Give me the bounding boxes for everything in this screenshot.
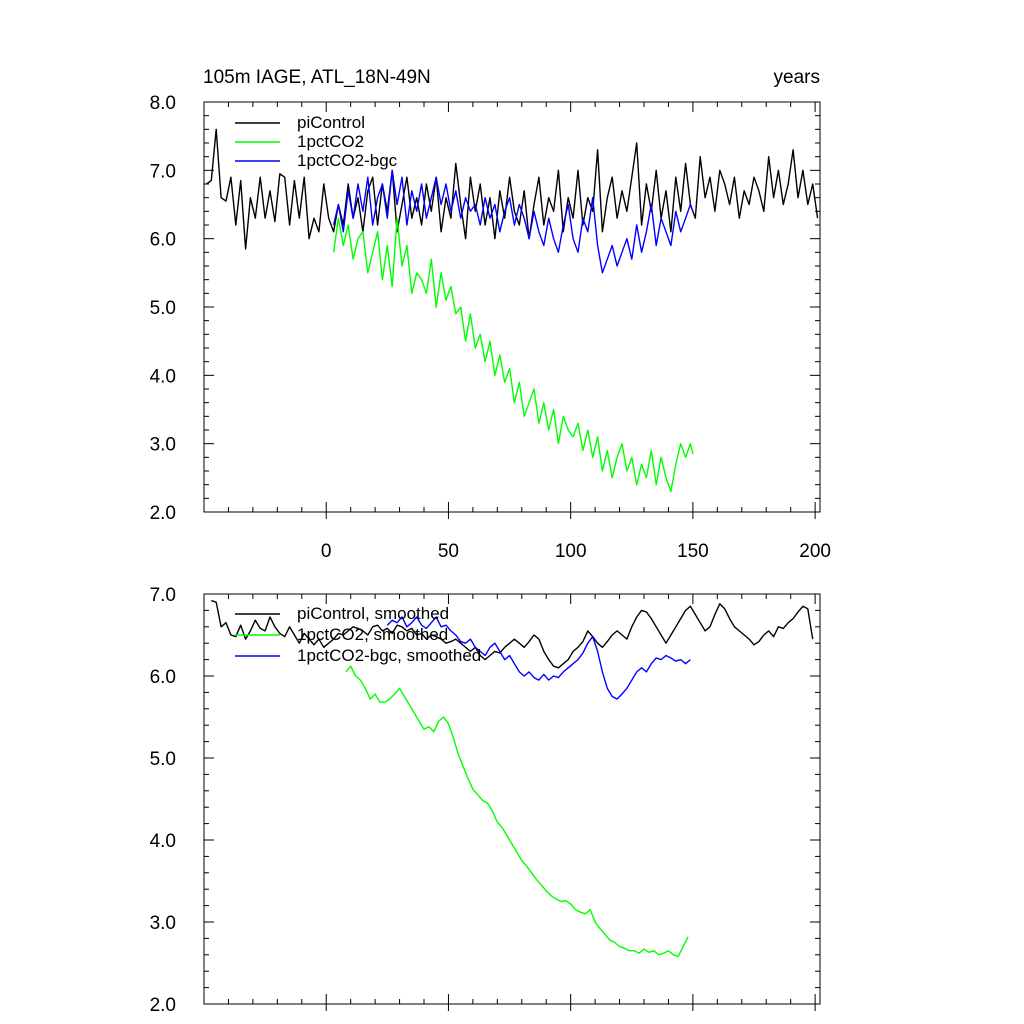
series-line-1pctco2-smoothed bbox=[345, 665, 689, 958]
bottom-legend: piControl, smoothed 1pctCO2, smoothed 1pct… bbox=[235, 604, 481, 665]
series-line-picontrol-smoothed bbox=[211, 599, 814, 669]
legend-label-1pctco2-bgc-smoothed: 1pctCO2-bgc, smoothed bbox=[297, 646, 481, 665]
top-chart-units-label: years bbox=[774, 67, 820, 88]
y-tick-label-7: 7.0 bbox=[150, 585, 176, 606]
legend-label-picontrol: piControl bbox=[297, 113, 365, 132]
legend-label-picontrol-smoothed: piControl, smoothed bbox=[297, 604, 449, 623]
y-tick-label-5: 5.0 bbox=[150, 749, 176, 770]
legend-label-1pctco2-smoothed: 1pctCO2, smoothed bbox=[297, 625, 448, 644]
bottom-chart: 2.0 3.0 4.0 5.0 6.0 7.0 piControl, smoothed 1p… bbox=[150, 585, 821, 1016]
y-tick-label-5: 5.0 bbox=[150, 298, 176, 319]
y-tick-label-2: 2.0 bbox=[150, 995, 176, 1016]
top-series-lines bbox=[206, 128, 819, 493]
series-line-1pctco2-bgc-smoothed bbox=[386, 616, 691, 700]
x-tick-label-50: 50 bbox=[438, 541, 459, 562]
top-chart-title: 105m IAGE, ATL_18N-49N bbox=[203, 67, 431, 88]
y-tick-label-4: 4.0 bbox=[150, 831, 176, 852]
y-tick-label-6: 6.0 bbox=[150, 667, 176, 688]
y-tick-label-6: 6.0 bbox=[150, 230, 176, 251]
y-tick-label-2: 2.0 bbox=[150, 503, 176, 524]
y-tick-label-3: 3.0 bbox=[150, 435, 176, 456]
y-tick-label-8: 8.0 bbox=[150, 93, 176, 114]
bottom-plot-frame bbox=[203, 593, 821, 1005]
x-tick-label-0: 0 bbox=[321, 541, 332, 562]
x-tick-label-200: 200 bbox=[799, 541, 831, 562]
series-line-picontrol bbox=[206, 128, 819, 250]
series-line-1pctco2 bbox=[332, 217, 694, 493]
top-axis-ticks: 0 50 100 150 200 2.0 3.0 4.0 5.0 6.0 7.0 8.0 bbox=[150, 93, 831, 562]
x-tick-label-150: 150 bbox=[677, 541, 709, 562]
legend-label-1pctco2-bgc: 1pctCO2-bgc bbox=[297, 151, 398, 170]
bottom-axis-ticks: 2.0 3.0 4.0 5.0 6.0 7.0 bbox=[150, 585, 820, 1016]
y-tick-label-7: 7.0 bbox=[150, 161, 176, 182]
series-line-1pctco2-bgc bbox=[332, 169, 694, 274]
top-chart: 105m IAGE, ATL_18N-49N years 0 50 100 150 20… bbox=[150, 67, 831, 562]
bottom-series-lines bbox=[211, 599, 814, 958]
x-tick-label-100: 100 bbox=[555, 541, 587, 562]
y-tick-label-3: 3.0 bbox=[150, 913, 176, 934]
legend-label-1pctco2: 1pctCO2 bbox=[297, 132, 364, 151]
y-tick-label-4: 4.0 bbox=[150, 366, 176, 387]
